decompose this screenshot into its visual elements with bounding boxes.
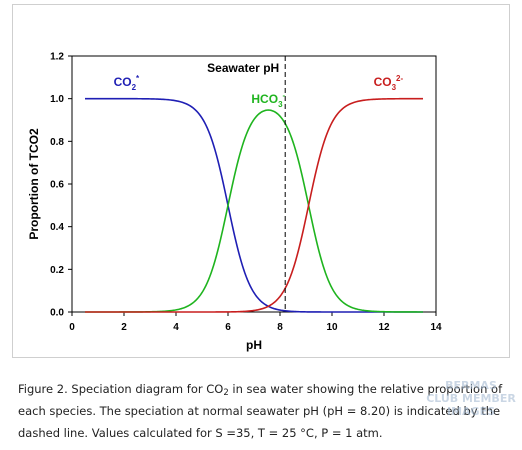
y-tick-label-5: 1.0 (50, 94, 64, 105)
series-line-1 (85, 109, 423, 313)
series-label-sup-1: - (283, 91, 286, 100)
series-label-2: CO32- (374, 74, 404, 92)
x-tick-label-0: 0 (69, 322, 75, 333)
series-label-sub-0: 2 (132, 83, 137, 92)
y-tick-label-3: 0.6 (50, 180, 64, 191)
x-tick-label-2: 4 (173, 322, 179, 333)
watermark: BERMAS CLUB MEMBER IMAGES (426, 379, 516, 418)
y-tick-label-6: 1.2 (50, 52, 64, 63)
x-axis-title: pH (246, 338, 262, 352)
series-label-sup-0: * (136, 74, 140, 83)
chart-frame: 0 2 4 6 8 10 12 14 0.0 0.2 0.4 0.6 0.8 1.0 1.2 Seawat… (12, 4, 510, 358)
series-label-1: HCO3- (251, 91, 285, 109)
caption-subscript: 2 (223, 388, 229, 398)
x-axis-ticks: 0 2 4 6 8 10 12 14 (69, 312, 442, 333)
x-tick-label-5: 10 (326, 322, 338, 333)
series-label-sup-2: 2- (396, 74, 403, 83)
speciation-chart: 0 2 4 6 8 10 12 14 0.0 0.2 0.4 0.6 0.8 1.0 1.2 Seawat… (27, 52, 442, 353)
x-tick-label-6: 12 (378, 322, 390, 333)
y-axis-ticks: 0.0 0.2 0.4 0.6 0.8 1.0 1.2 (50, 52, 72, 319)
series-label-main-2: CO (374, 75, 392, 89)
reference-line-group: Seawater pH (207, 56, 286, 312)
series-label-main-0: CO (114, 75, 132, 89)
series-labels: CO2*HCO3-CO32- (114, 74, 404, 109)
y-tick-label-0: 0.0 (50, 308, 64, 319)
seawater-ph-label: Seawater pH (207, 61, 279, 75)
x-tick-label-7: 14 (430, 322, 442, 333)
series-label-sub-1: 3 (278, 100, 283, 109)
x-tick-label-3: 6 (225, 322, 231, 333)
y-tick-label-4: 0.8 (50, 137, 64, 148)
series-label-main-1: HCO (251, 92, 278, 106)
series-label-0: CO2* (114, 74, 140, 92)
caption-part1: Figure 2. Speciation diagram for CO (18, 382, 224, 396)
watermark-line-1: BERMAS (445, 379, 497, 392)
y-axis-title: Proportion of TCO2 (27, 128, 41, 240)
series-lines (85, 97, 423, 313)
series-label-sub-2: 3 (392, 83, 397, 92)
series-line-2 (85, 97, 423, 313)
watermark-line-2: CLUB MEMBER (426, 392, 516, 405)
caption-part2: in sea water showing the relative propor… (18, 382, 503, 440)
y-tick-label-1: 0.2 (50, 265, 64, 276)
watermark-line-3: IMAGES (446, 405, 496, 418)
figure-caption: Figure 2. Speciation diagram for CO2 in … (18, 378, 510, 444)
y-tick-label-2: 0.4 (50, 222, 64, 233)
series-line-0 (85, 97, 423, 313)
x-tick-label-1: 2 (121, 322, 127, 333)
x-tick-label-4: 8 (277, 322, 283, 333)
